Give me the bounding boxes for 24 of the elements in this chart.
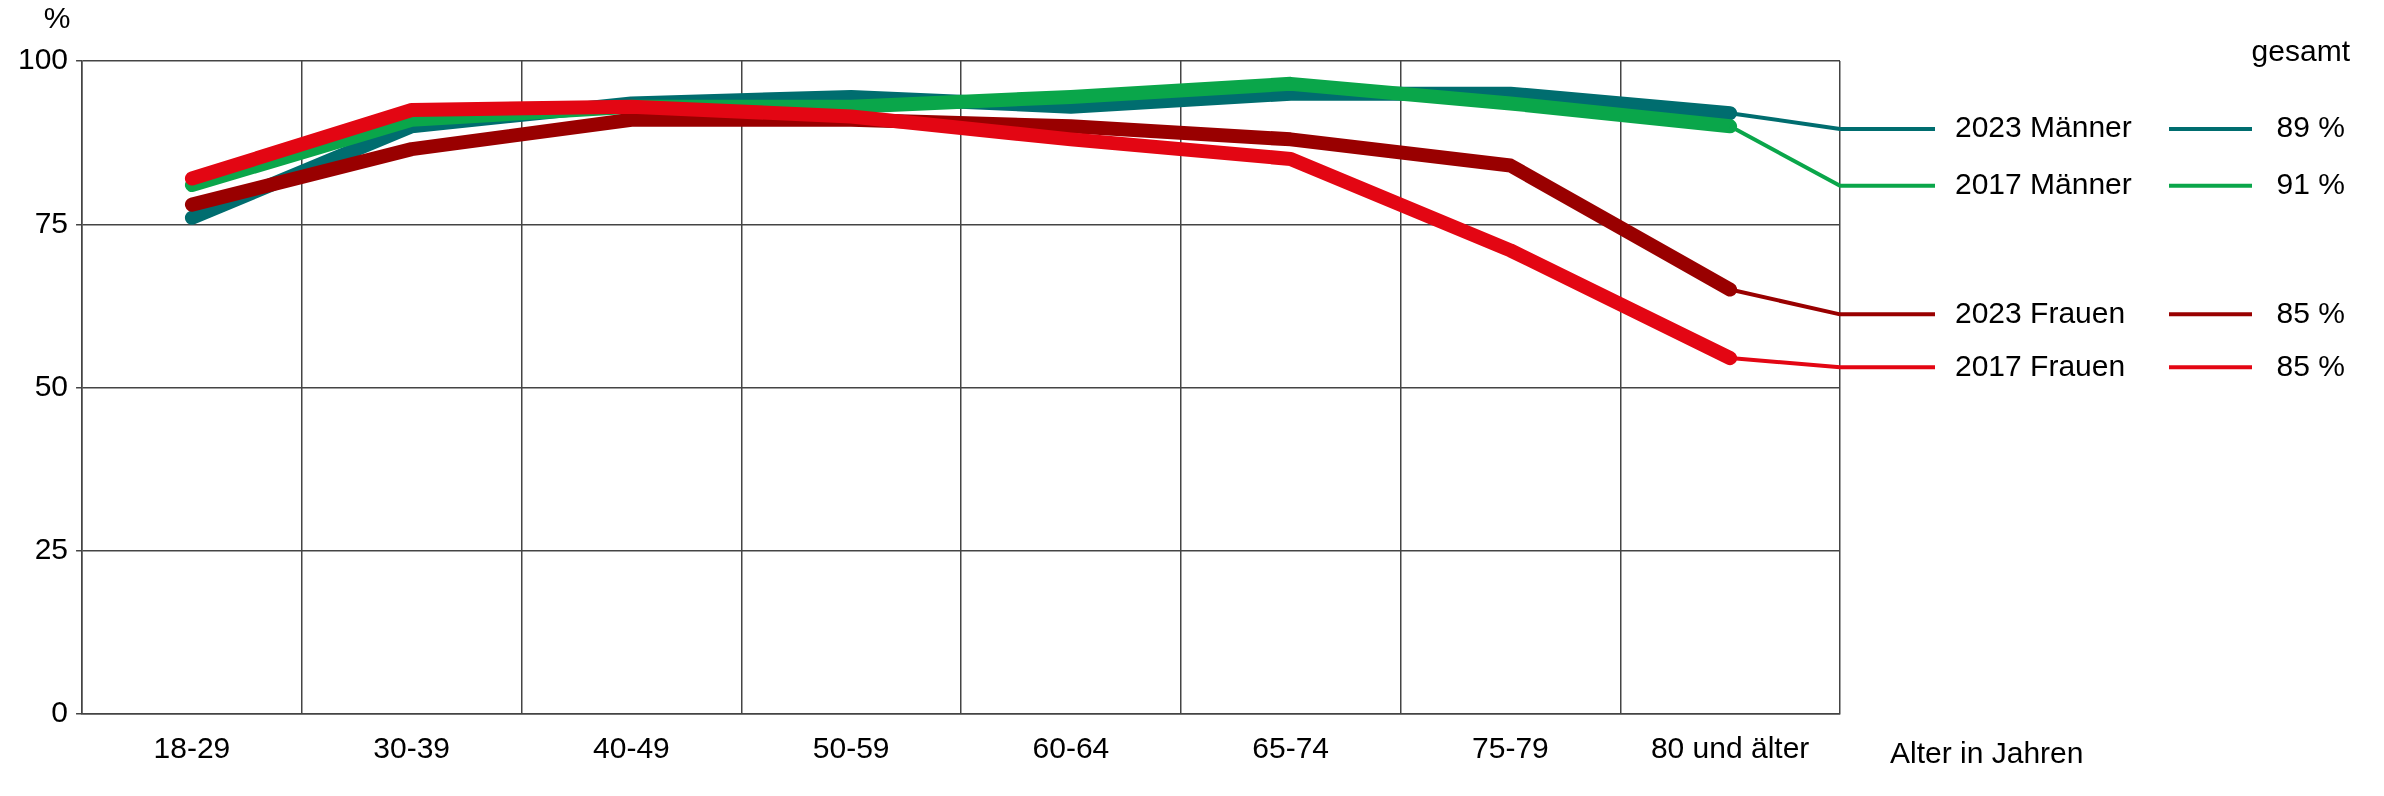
y-tick-label: 100 [17,42,69,76]
x-tick-label: 60-64 [1032,731,1110,765]
y-tick-label: 0 [51,695,69,729]
legend-label: 2023 Männer [1955,110,2132,144]
y-tick-label: 50 [34,368,69,402]
x-tick-label: 50-59 [812,731,890,765]
y-axis-title: % [43,1,71,35]
text: 89 % [2276,110,2345,144]
x-tick-label: 30-39 [373,731,451,765]
text: 85 % [2276,348,2345,382]
x-axis-title: Alter in Jahren [1890,736,2084,770]
y-tick-label: 25 [34,532,69,566]
legend-label: 2017 Frauen [1955,348,2126,382]
legend-label: 2023 Frauen [1955,295,2126,329]
text: 85 % [2276,295,2345,329]
x-tick-label: 80 und älter [1650,731,1810,765]
x-tick-label: 18-29 [153,731,231,765]
y-tick-label: 75 [34,205,69,239]
legend-label: 2017 Männer [1955,166,2132,200]
text: 91 % [2276,166,2345,200]
x-tick-label: 40-49 [593,731,670,765]
x-tick-label: 65-74 [1252,731,1330,765]
x-tick-label: 75-79 [1472,731,1549,765]
legend-title: gesamt [2251,34,2351,68]
